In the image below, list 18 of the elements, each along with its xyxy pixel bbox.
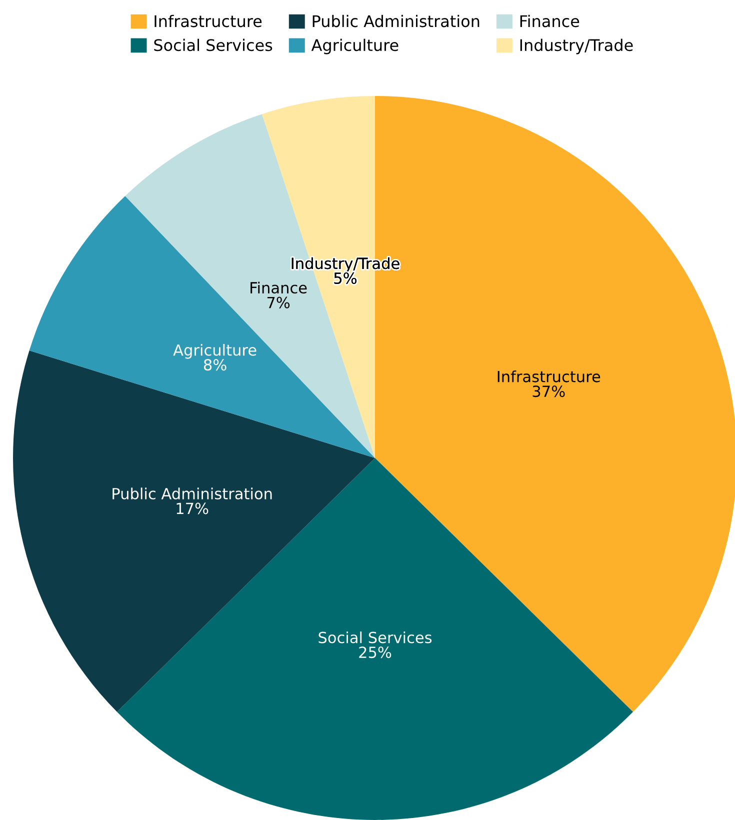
legend-label: Industry/Trade <box>520 38 633 54</box>
slice-label: Infrastructure <box>498 370 600 382</box>
legend-label: Infrastructure <box>154 14 262 28</box>
slice-label: Social Services <box>318 631 432 644</box>
legend-label: Social Services <box>154 38 272 52</box>
data-label: 17% <box>176 502 208 514</box>
slice-label: Public Administration <box>112 488 272 500</box>
slice-label: Industry/Trade <box>292 257 400 272</box>
slice-label: Finance <box>250 282 307 294</box>
data-label: 37% <box>532 386 565 398</box>
legend-label: Public Administration <box>312 14 480 28</box>
slice-label: Agriculture <box>173 344 256 359</box>
data-label: 8% <box>204 359 226 371</box>
data-label: 7% <box>267 296 290 308</box>
legend-label: Agriculture <box>311 38 398 54</box>
data-label: 5% <box>334 272 357 284</box>
legend-label: Finance <box>520 14 580 28</box>
data-label: 25% <box>359 646 392 658</box>
